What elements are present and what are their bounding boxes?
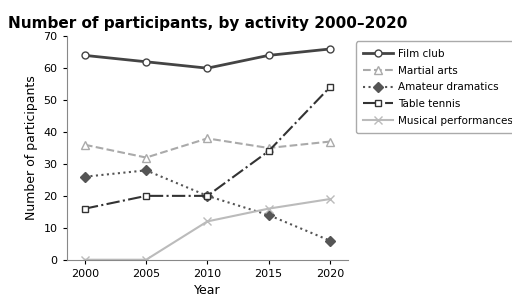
Film club	[143, 60, 149, 64]
Amateur dramatics	[266, 213, 272, 217]
Title: Number of participants, by activity 2000–2020: Number of participants, by activity 2000…	[8, 16, 407, 31]
Line: Film club: Film club	[81, 46, 333, 72]
Table tennis	[204, 194, 210, 198]
Table tennis	[327, 85, 333, 89]
Film club	[204, 66, 210, 70]
Y-axis label: Number of participants: Number of participants	[25, 76, 38, 220]
Musical performances	[82, 258, 88, 262]
Amateur dramatics	[327, 239, 333, 243]
Amateur dramatics	[82, 175, 88, 178]
Line: Amateur dramatics: Amateur dramatics	[81, 167, 333, 244]
Amateur dramatics	[204, 194, 210, 198]
Musical performances	[266, 207, 272, 210]
Line: Musical performances: Musical performances	[81, 195, 334, 264]
Line: Table tennis: Table tennis	[81, 84, 333, 212]
Musical performances	[143, 258, 149, 262]
Table tennis	[266, 149, 272, 153]
Martial arts	[143, 156, 149, 159]
Musical performances	[327, 197, 333, 201]
Martial arts	[327, 140, 333, 143]
Amateur dramatics	[143, 169, 149, 172]
X-axis label: Year: Year	[194, 284, 221, 297]
Musical performances	[204, 220, 210, 223]
Table tennis	[143, 194, 149, 198]
Film club	[327, 47, 333, 51]
Martial arts	[204, 137, 210, 140]
Film club	[82, 53, 88, 57]
Legend: Film club, Martial arts, Amateur dramatics, Table tennis, Musical performances: Film club, Martial arts, Amateur dramati…	[356, 41, 512, 133]
Table tennis	[82, 207, 88, 210]
Martial arts	[266, 146, 272, 150]
Martial arts	[82, 143, 88, 146]
Film club	[266, 53, 272, 57]
Line: Martial arts: Martial arts	[81, 134, 334, 162]
